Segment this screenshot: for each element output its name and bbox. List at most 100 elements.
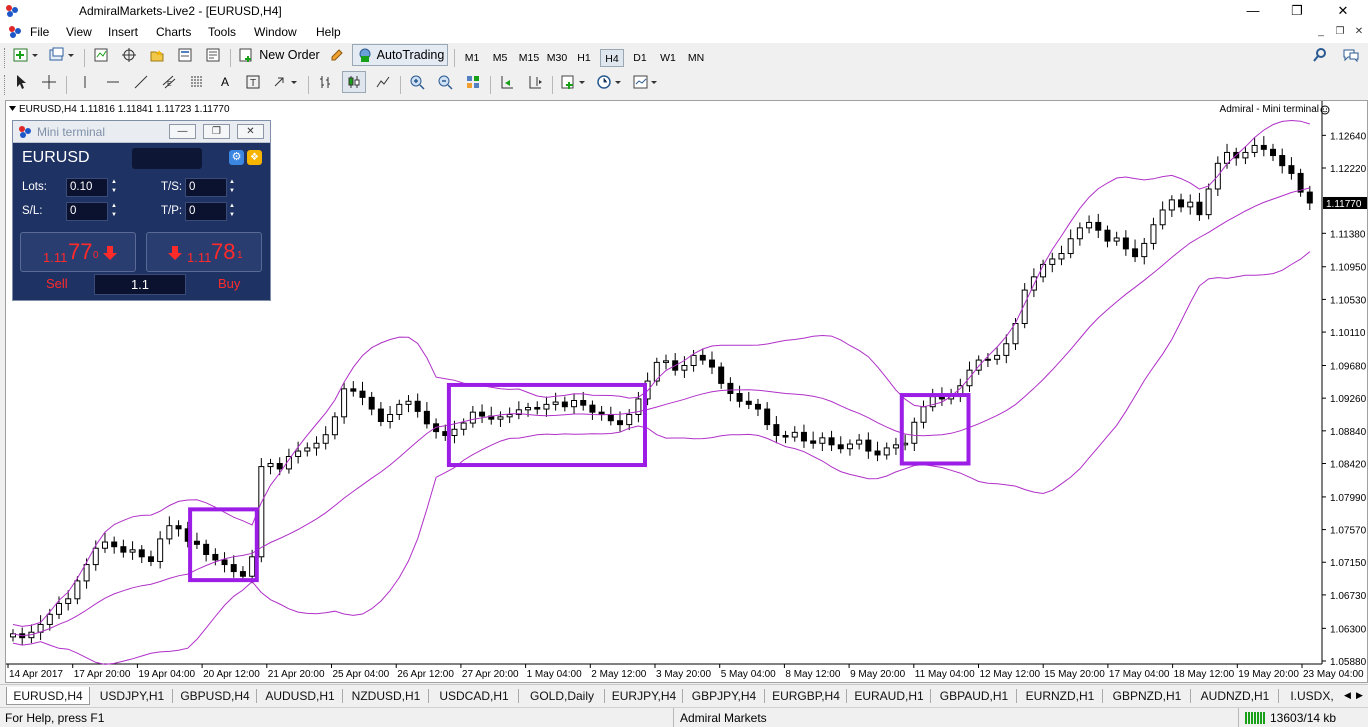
- vertical-line-icon[interactable]: [74, 71, 96, 93]
- tab-usdcad-h1[interactable]: USDCAD,H1: [439, 689, 509, 703]
- mini-restore-button[interactable]: ❐: [203, 124, 230, 139]
- price-tick-label: 1.10530: [1330, 295, 1367, 306]
- mdi-minimize-button[interactable]: _: [1318, 26, 1324, 37]
- tp-spinner[interactable]: ▲ ▼: [229, 203, 235, 218]
- toolbar-grip[interactable]: [4, 75, 7, 95]
- toolbar-grip[interactable]: [4, 48, 7, 68]
- menu-charts[interactable]: Charts: [156, 25, 192, 39]
- expand-icon[interactable]: ❖: [247, 150, 262, 165]
- tab-eurnzd-h1[interactable]: EURNZD,H1: [1025, 689, 1095, 703]
- tab-audnzd-h1[interactable]: AUDNZD,H1: [1200, 689, 1270, 703]
- timeframe-m15[interactable]: M15: [518, 52, 540, 64]
- timeframe-mn[interactable]: MN: [687, 52, 705, 64]
- tab-gbpnzd-h1[interactable]: GBPNZD,H1: [1112, 689, 1182, 703]
- tabs-scroll-left-icon[interactable]: ◀: [1344, 690, 1351, 700]
- tab-gbpaud-h1[interactable]: GBPAUD,H1: [939, 689, 1009, 703]
- autotrading-button[interactable]: AutoTrading: [352, 44, 448, 66]
- settings-gear-icon[interactable]: ⚙: [229, 150, 244, 165]
- tile-windows-icon[interactable]: [462, 71, 484, 93]
- mini-terminal-titlebar[interactable]: Mini terminal — ❐ ✕: [13, 121, 270, 143]
- symbol-selector[interactable]: [132, 148, 202, 169]
- metaeditor-icon[interactable]: [326, 44, 348, 66]
- timeframe-m30[interactable]: M30: [546, 52, 568, 64]
- arrows-dropdown-icon[interactable]: [270, 71, 302, 93]
- tab-eurgbp-h4[interactable]: EURGBP,H4: [772, 689, 840, 703]
- sell-label[interactable]: Sell: [46, 276, 68, 291]
- timeframe-m5[interactable]: M5: [492, 52, 508, 64]
- tab-eurjpy-h4[interactable]: EURJPY,H4: [611, 689, 677, 703]
- tab-gold-daily[interactable]: GOLD,Daily: [529, 689, 594, 703]
- menu-file[interactable]: File: [30, 25, 50, 39]
- ts-spinner[interactable]: ▲ ▼: [229, 179, 235, 194]
- chat-icon[interactable]: [1340, 44, 1362, 66]
- horizontal-line-icon[interactable]: [102, 71, 124, 93]
- periods-dropdown-icon[interactable]: [594, 71, 626, 93]
- tabs-scroll-right-icon[interactable]: ▶: [1356, 690, 1363, 700]
- tab-usdjpy-h1[interactable]: USDJPY,H1: [99, 689, 165, 703]
- equidistant-channel-icon[interactable]: E: [158, 71, 180, 93]
- close-button[interactable]: ✕: [1337, 3, 1349, 18]
- strategy-tester-icon[interactable]: [202, 44, 224, 66]
- navigator-icon[interactable]: [146, 44, 168, 66]
- new-order-button[interactable]: New Order: [238, 44, 320, 66]
- tab-gbpjpy-h4[interactable]: GBPJPY,H4: [691, 689, 757, 703]
- buy-label[interactable]: Buy: [218, 276, 241, 291]
- chart-shift-icon[interactable]: [524, 71, 546, 93]
- candlesticks-icon[interactable]: [342, 71, 366, 93]
- candle-body: [617, 420, 624, 426]
- timeframe-h4[interactable]: H4: [600, 49, 624, 67]
- maximize-button[interactable]: ❐: [1291, 3, 1303, 18]
- mini-close-button[interactable]: ✕: [237, 124, 264, 139]
- tab-audusd-h1[interactable]: AUDUSD,H1: [265, 689, 335, 703]
- autoscroll-icon[interactable]: [496, 71, 518, 93]
- text-label-icon[interactable]: T: [242, 71, 264, 93]
- crosshair-icon[interactable]: [38, 71, 60, 93]
- terminal-icon[interactable]: [174, 44, 196, 66]
- line-chart-icon[interactable]: [372, 71, 394, 93]
- search-icon[interactable]: [1310, 44, 1330, 66]
- mini-terminal-window[interactable]: Mini terminal — ❐ ✕ EURUSD ⚙ ❖ Lots: 0.1…: [12, 120, 271, 301]
- sl-input[interactable]: 0: [66, 202, 108, 221]
- tab-usdx[interactable]: I.USDX,: [1290, 689, 1334, 703]
- templates-dropdown-icon[interactable]: [630, 71, 662, 93]
- buy-price-button[interactable]: 1.11 78 1: [146, 232, 262, 272]
- market-watch-icon[interactable]: [90, 44, 112, 66]
- price-chart[interactable]: 1.126401.122201.113801.109501.105301.101…: [6, 101, 1367, 682]
- indicators-dropdown-icon[interactable]: [558, 71, 590, 93]
- ts-input[interactable]: 0: [185, 178, 227, 197]
- mdi-close-button[interactable]: ✕: [1354, 26, 1364, 37]
- tp-input[interactable]: 0: [185, 202, 227, 221]
- zoom-in-icon[interactable]: [406, 71, 428, 93]
- data-window-icon[interactable]: [118, 44, 140, 66]
- timeframe-w1[interactable]: W1: [660, 52, 676, 64]
- tab-gbpusd-h4[interactable]: GBPUSD,H4: [180, 689, 250, 703]
- timeframe-h1[interactable]: H1: [577, 52, 591, 64]
- chart-window-icon[interactable]: [8, 25, 22, 39]
- menu-window[interactable]: Window: [254, 25, 297, 39]
- tab-eurusd-h4[interactable]: EURUSD,H4: [6, 687, 90, 705]
- profiles-icon[interactable]: [46, 44, 78, 66]
- cursor-icon[interactable]: [10, 71, 32, 93]
- menu-tools[interactable]: Tools: [208, 25, 237, 39]
- zoom-out-icon[interactable]: [434, 71, 456, 93]
- lots-input[interactable]: 0.10: [66, 178, 108, 197]
- trendline-icon[interactable]: [130, 71, 152, 93]
- tab-nzdusd-h1[interactable]: NZDUSD,H1: [351, 689, 421, 703]
- timeframe-m1[interactable]: M1: [464, 52, 480, 64]
- candle-body: [331, 416, 338, 436]
- lots-spinner[interactable]: ▲ ▼: [111, 179, 117, 194]
- menu-view[interactable]: View: [66, 25, 92, 39]
- mini-minimize-button[interactable]: —: [169, 124, 196, 139]
- mdi-restore-button[interactable]: ❐: [1335, 26, 1345, 37]
- new-chart-icon[interactable]: [10, 44, 42, 66]
- sl-spinner[interactable]: ▲ ▼: [111, 203, 117, 218]
- sell-price-button[interactable]: 1.11 77 0: [20, 232, 136, 272]
- text-icon[interactable]: A: [220, 75, 229, 89]
- bar-chart-icon[interactable]: [314, 71, 336, 93]
- timeframe-d1[interactable]: D1: [633, 52, 647, 64]
- menu-insert[interactable]: Insert: [108, 25, 139, 39]
- menu-help[interactable]: Help: [316, 25, 341, 39]
- tab-euraud-h1[interactable]: EURAUD,H1: [854, 689, 924, 703]
- minimize-button[interactable]: —: [1246, 3, 1260, 18]
- fibonacci-icon[interactable]: [186, 71, 208, 93]
